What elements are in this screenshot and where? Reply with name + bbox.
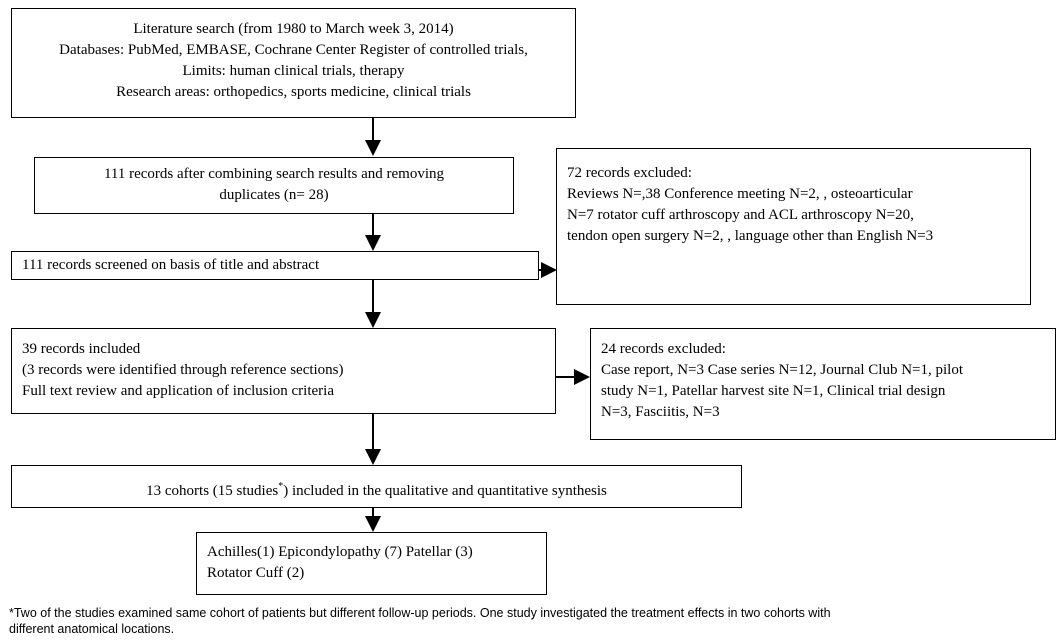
results-box: Achilles(1) Epicondylopathy (7) Patellar… [196,532,547,595]
text: 39 records included [22,341,141,357]
search-box: Literature search (from 1980 to March we… [11,8,576,118]
text: (3 records were identified through refer… [22,362,344,378]
text: Case report, N=3 Case series N=12, Journ… [601,362,963,378]
text: 111 records screened on basis of title a… [22,257,320,273]
text: 72 records excluded: [567,165,692,181]
text: Rotator Cuff (2) [207,565,305,581]
cohorts-box: 13 cohorts (15 studies*) included in the… [11,465,742,508]
text: study N=1, Patellar harvest site N=1, Cl… [601,383,946,399]
text: tendon open surgery N=2, , language othe… [567,228,934,244]
included-box: 39 records included (3 records were iden… [11,328,556,414]
text: different anatomical locations. [9,622,175,636]
text: Achilles(1) Epicondylopathy (7) Patellar… [207,544,473,560]
text: Full text review and application of incl… [22,383,334,399]
text: Research areas: orthopedics, sports medi… [116,84,471,100]
text: N=3, Fasciitis, N=3 [601,404,720,420]
text: 24 records excluded: [601,341,726,357]
text: *Two of the studies examined same cohort… [9,606,831,620]
excluded-box: 72 records excluded: Reviews N=,38 Confe… [556,148,1031,305]
text: 13 cohorts (15 studies*) included in the… [12,476,741,502]
text: Databases: PubMed, EMBASE, Cochrane Cent… [59,42,528,58]
text: ) included in the qualitative and quanti… [283,483,607,499]
text: 13 cohorts (15 studies [146,483,279,499]
text: duplicates (n= 28) [219,187,329,203]
screened-box: 111 records screened on basis of title a… [11,251,539,280]
superscript: * [278,481,284,492]
text: N=7 rotator cuff arthroscopy and ACL art… [567,207,914,223]
excluded-box: 24 records excluded: Case report, N=3 Ca… [590,328,1056,440]
text: 111 records after combining search resul… [103,166,445,182]
text: Limits: human clinical trials, therapy [182,63,405,79]
text: Literature search (from 1980 to March we… [133,21,454,37]
footnote: *Two of the studies examined same cohort… [9,605,831,637]
records-box: 111 records after combining search resul… [34,157,514,214]
text: Reviews N=,38 Conference meeting N=2, , … [567,186,913,202]
